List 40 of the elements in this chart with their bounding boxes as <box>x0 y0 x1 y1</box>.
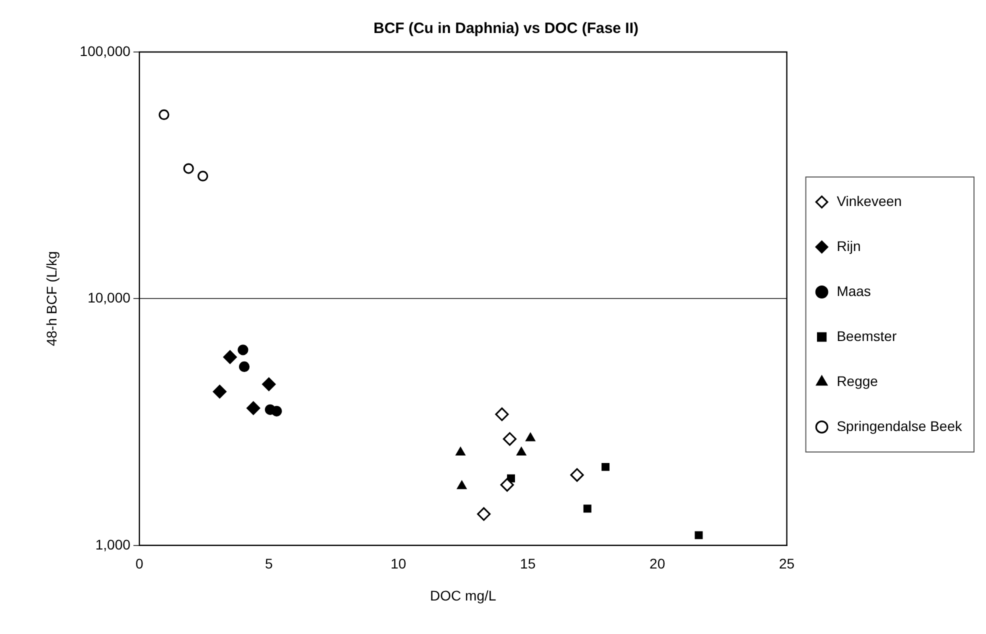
point <box>183 163 194 174</box>
point <box>198 170 208 182</box>
point <box>694 531 703 540</box>
point <box>500 478 514 492</box>
x-tick-label: 15 <box>520 556 536 572</box>
point <box>457 480 467 490</box>
legend-label: Beemster <box>832 328 897 344</box>
legend-label: Vinkeveen <box>832 192 902 209</box>
point <box>570 468 584 482</box>
legend-label: Regge <box>832 372 878 389</box>
point <box>238 344 248 356</box>
chart-title: BCF (Cu in Daphnia) vs DOC (Fase II) <box>373 20 639 38</box>
legend-label: Maas <box>832 282 871 299</box>
y-axis-title: 48-h BCF (L/kg <box>43 251 60 346</box>
point <box>516 447 526 456</box>
point <box>158 109 170 120</box>
point <box>502 432 517 446</box>
point <box>456 447 466 456</box>
point <box>477 507 491 521</box>
point <box>238 361 250 372</box>
legend-label: Springendalse Beek <box>832 418 963 434</box>
point <box>271 406 282 416</box>
x-axis-title: DOC mg/L <box>430 587 496 604</box>
y-tick-label: 100,000 <box>80 42 131 59</box>
point <box>495 407 509 422</box>
x-tick-label: 0 <box>136 556 144 572</box>
point <box>526 432 536 442</box>
y-tick-label: 10,000 <box>88 290 131 306</box>
x-tick-label: 20 <box>650 556 666 572</box>
point <box>212 384 226 398</box>
point <box>602 462 610 471</box>
point <box>223 350 237 364</box>
point <box>246 401 260 415</box>
x-tick-label: 5 <box>264 556 273 572</box>
x-tick-label: 10 <box>390 556 406 572</box>
point <box>583 504 592 513</box>
point <box>262 377 276 392</box>
x-tick-label: 25 <box>779 556 795 572</box>
y-tick-label: 1,000 <box>95 536 131 552</box>
legend-label: Rijn <box>832 238 861 254</box>
